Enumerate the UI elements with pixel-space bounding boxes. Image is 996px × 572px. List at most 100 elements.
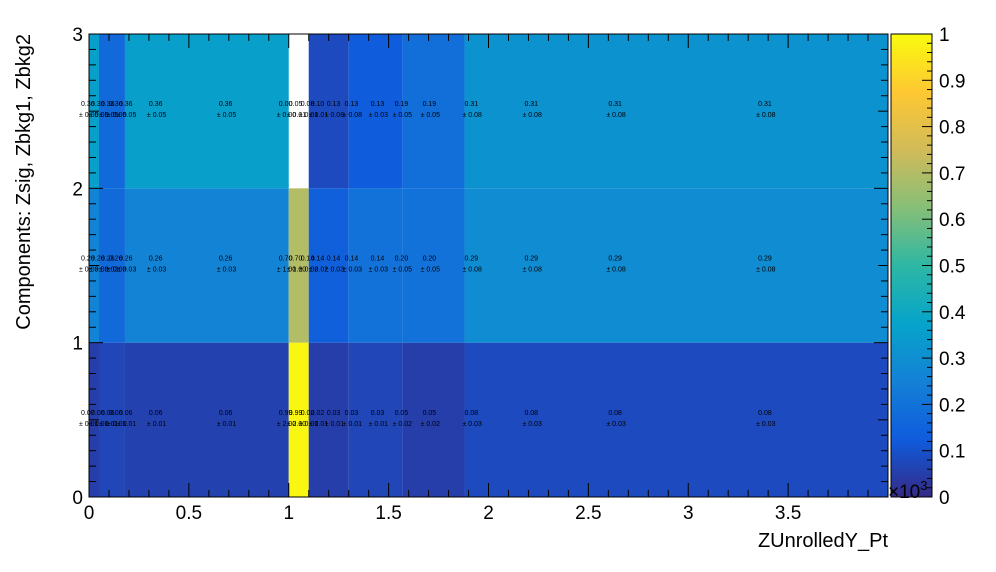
cell-value-label: 0.29 bbox=[524, 256, 538, 263]
cell-value-label: 0.02 bbox=[301, 410, 315, 417]
cell-error-label: ± 0.08 bbox=[343, 112, 363, 119]
cell-value-label: 0.36 bbox=[109, 101, 123, 108]
cell-value-label: 0.08 bbox=[524, 410, 538, 417]
cell-error-label: ± 0.01 bbox=[325, 421, 345, 428]
cell-error-label: ± 0.03 bbox=[89, 267, 109, 274]
x-tick-label: 3.5 bbox=[775, 503, 801, 524]
cell-value-label: 0.03 bbox=[327, 410, 341, 417]
heatmap-cell bbox=[464, 188, 888, 343]
cell-value-label: 0.29 bbox=[465, 256, 479, 263]
cell-value-label: 0.00 bbox=[279, 101, 293, 108]
cell-error-label: ± 0.02 bbox=[393, 421, 413, 428]
colorbar-tick-label: 0.7 bbox=[939, 164, 965, 185]
cell-value-label: 0.70 bbox=[279, 256, 293, 263]
y-tick-label: 1 bbox=[72, 334, 83, 355]
heatmap-cell bbox=[124, 34, 289, 189]
cell-value-label: 0.06 bbox=[109, 410, 123, 417]
cell-error-label: ± 0.01 bbox=[117, 421, 137, 428]
heatmap-cell bbox=[348, 188, 403, 343]
colorbar-tick-label: 0.5 bbox=[939, 257, 965, 278]
y-tick-label: 2 bbox=[72, 179, 83, 200]
cell-error-label: ± 0.05 bbox=[421, 267, 441, 274]
colorbar: 0 0.1 0.2 0.3 0.4 0.5 0.6 0.7 0.8 0.9 1 bbox=[890, 25, 966, 509]
heatmap-cell bbox=[308, 188, 349, 343]
heatmap-cell bbox=[464, 34, 888, 189]
cell-error-label: ± 0.05 bbox=[421, 112, 441, 119]
cell-value-label: 0.36 bbox=[149, 101, 163, 108]
x-axis-title: ZUnrolledY_Pt bbox=[758, 530, 889, 552]
cell-value-label: 0.26 bbox=[149, 256, 163, 263]
cell-error-label: ± 0.08 bbox=[606, 112, 626, 119]
cell-value-label: 0.14 bbox=[345, 256, 359, 263]
cell-value-label: 0.19 bbox=[423, 101, 437, 108]
cell-error-label: ± 0.05 bbox=[393, 112, 413, 119]
cell-error-label: ± 0.05 bbox=[99, 112, 119, 119]
x-tick-label: 0.5 bbox=[176, 503, 202, 524]
cell-error-label: ± 0.03 bbox=[99, 267, 119, 274]
cell-error-label: ± 0.01 bbox=[309, 421, 329, 428]
cell-value-label: 0.20 bbox=[423, 256, 437, 263]
cell-value-label: 0.06 bbox=[101, 410, 115, 417]
cell-value-label: 0.05 bbox=[395, 410, 409, 417]
cell-error-label: ± 0.03 bbox=[463, 421, 483, 428]
cell-error-label: ± 0.08 bbox=[522, 267, 542, 274]
colorbar-tick-label: 0.2 bbox=[939, 395, 965, 416]
cell-value-label: 0.19 bbox=[395, 101, 409, 108]
cell-value-label: 0.36 bbox=[81, 101, 95, 108]
cell-error-label: ± 0.08 bbox=[463, 112, 483, 119]
cell-error-label: ± 0.03 bbox=[369, 112, 389, 119]
x-tick-label: 3 bbox=[683, 503, 694, 524]
cell-error-label: ± 0.01 bbox=[343, 421, 363, 428]
cell-error-label: ± 0.05 bbox=[393, 267, 413, 274]
cell-error-label: ± 0.03 bbox=[606, 421, 626, 428]
colorbar-tick-label: 0.6 bbox=[939, 210, 965, 231]
cell-error-label: ± 0.01 bbox=[299, 112, 319, 119]
cell-error-label: ± 0.05 bbox=[117, 112, 137, 119]
cell-value-label: 0.10 bbox=[311, 101, 325, 108]
cell-error-label: ± 0.05 bbox=[89, 112, 109, 119]
cell-error-label: ± 0.01 bbox=[89, 421, 109, 428]
cell-value-label: 0.31 bbox=[465, 101, 479, 108]
x-tick-label: 1 bbox=[283, 503, 294, 524]
x-axis: 0 0.5 1 1.5 2 2.5 3 3.5 bbox=[84, 34, 889, 524]
cell-error-label: ± 0.02 bbox=[299, 267, 319, 274]
y-axis-title: Components: Zsig, Zbkg1, Zbkg2 bbox=[13, 34, 35, 330]
cell-value-label: 0.36 bbox=[91, 101, 105, 108]
cell-value-label: 0.26 bbox=[119, 256, 133, 263]
cell-value-label: 0.14 bbox=[371, 256, 385, 263]
cell-value-label: 0.26 bbox=[101, 256, 115, 263]
cell-value-label: 0.36 bbox=[219, 101, 233, 108]
colorbar-tick-label: 0.1 bbox=[939, 442, 965, 463]
heatmap-cell bbox=[288, 342, 309, 497]
x-axis-multiplier: ×103 bbox=[888, 478, 927, 503]
cell-error-label: ± 0.03 bbox=[522, 421, 542, 428]
colorbar-tick-label: 0.9 bbox=[939, 71, 965, 92]
cell-value-label: 0.06 bbox=[149, 410, 163, 417]
heatmap-cell bbox=[288, 188, 309, 343]
y-axis: 0 1 2 3 bbox=[72, 25, 888, 509]
cell-error-label: ± 1.00 bbox=[277, 267, 297, 274]
colorbar-tick-label: 0 bbox=[939, 488, 950, 509]
cell-value-label: 0.26 bbox=[219, 256, 233, 263]
cell-value-label: 0.06 bbox=[91, 410, 105, 417]
cell-value-label: 0.20 bbox=[395, 256, 409, 263]
y-tick-label: 3 bbox=[72, 25, 83, 46]
cell-value-label: 0.29 bbox=[758, 256, 772, 263]
cell-value-label: 0.13 bbox=[371, 101, 385, 108]
cell-value-label: 0.31 bbox=[758, 101, 772, 108]
cell-value-label: 0.14 bbox=[327, 256, 341, 263]
cell-error-label: ± 0.01 bbox=[107, 421, 127, 428]
heatmap-cell bbox=[402, 342, 465, 497]
cell-value-label: 0.03 bbox=[345, 410, 359, 417]
heatmap-cell bbox=[348, 34, 403, 189]
cell-value-label: 0.26 bbox=[81, 256, 95, 263]
cell-value-label: 0.14 bbox=[301, 256, 315, 263]
cell-value-label: 0.70 bbox=[289, 256, 303, 263]
heatmap-cell-labels: 0.07± 0.010.06± 0.010.06± 0.010.06± 0.01… bbox=[79, 101, 776, 428]
cell-error-label: ± 0.03 bbox=[117, 267, 137, 274]
cell-value-label: 0.08 bbox=[758, 410, 772, 417]
heatmap-cell bbox=[98, 34, 125, 189]
colorbar-tick-label: 0.3 bbox=[939, 349, 965, 370]
cell-error-label: ± 1.00 bbox=[287, 267, 307, 274]
cell-value-label: 0.99 bbox=[289, 410, 303, 417]
